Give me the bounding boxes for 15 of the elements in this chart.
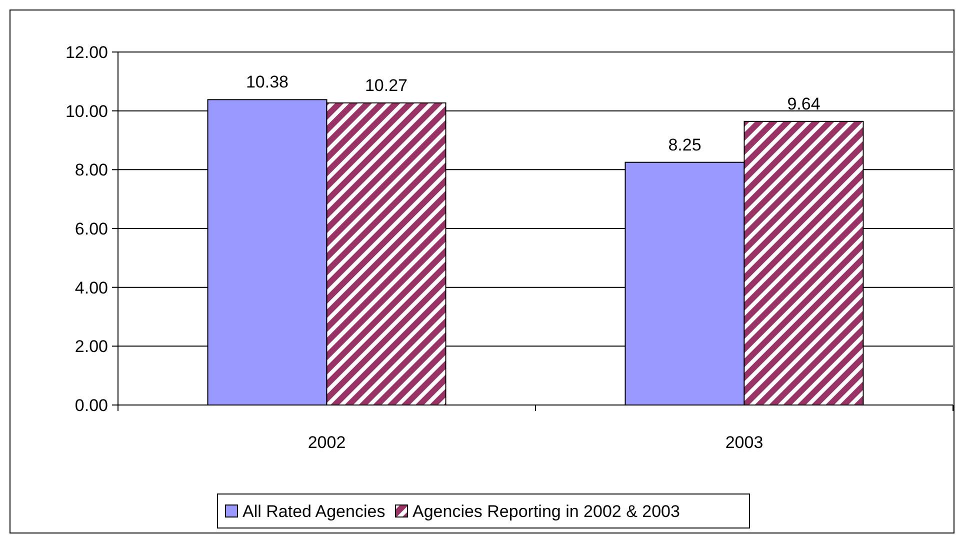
y-tick-label: 8.00 <box>74 160 108 180</box>
y-tick-label: 4.00 <box>74 278 108 298</box>
legend-label: All Rated Agencies <box>242 502 386 521</box>
y-tick-label: 12.00 <box>65 42 108 62</box>
y-tick-label: 10.00 <box>65 102 108 121</box>
y-tick-label: 0.00 <box>74 396 108 415</box>
data-label: 10.38 <box>246 72 289 92</box>
y-tick-label: 6.00 <box>74 219 108 238</box>
data-label: 8.25 <box>668 135 702 154</box>
data-label: 9.64 <box>787 94 820 114</box>
x-tick-label: 2002 <box>308 433 346 452</box>
data-label: 10.27 <box>364 76 408 95</box>
y-tick-label: 2.00 <box>74 337 108 356</box>
legend-label: Agencies Reporting in 2002 & 2003 <box>412 502 680 521</box>
x-tick-label: 2003 <box>725 433 764 452</box>
